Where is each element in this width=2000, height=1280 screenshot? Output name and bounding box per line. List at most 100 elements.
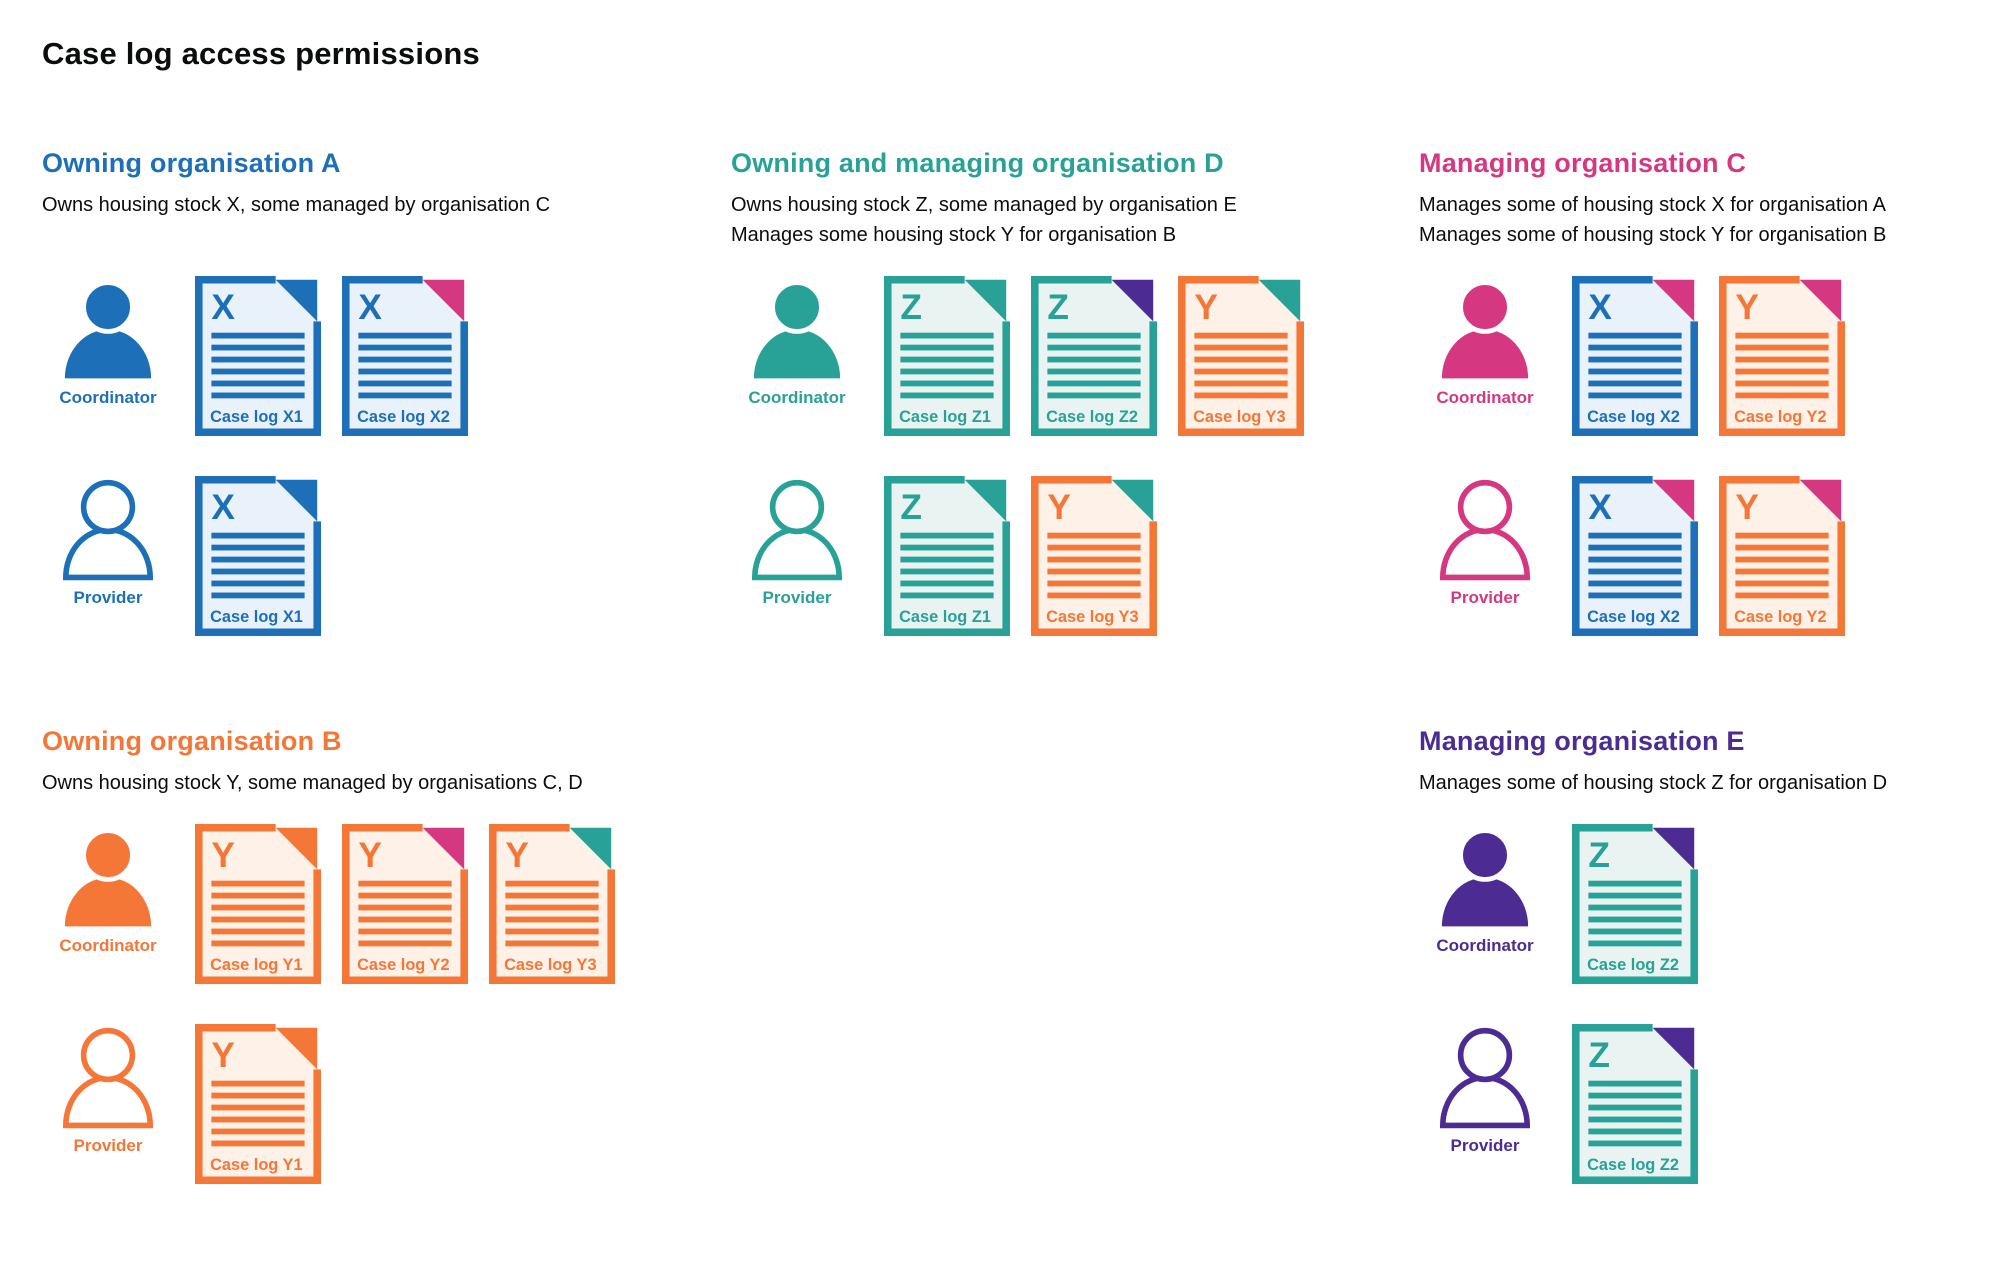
doc-text-lines: [211, 1080, 305, 1147]
provider-person: Provider: [1419, 1024, 1551, 1156]
doc-case-log-z1: Z Case log Z1: [884, 476, 1010, 636]
role-label: Provider: [1450, 588, 1520, 607]
doc-letter: Y: [1735, 288, 1759, 327]
doc-letter: Y: [1735, 488, 1759, 527]
doc-case-log-z1: Z Case log Z1: [884, 276, 1010, 436]
doc-letter: Z: [1588, 1036, 1610, 1075]
doc-text-lines: [358, 332, 452, 399]
doc-label: Case log X2: [1587, 408, 1680, 426]
doc-letter: X: [211, 488, 235, 527]
doc-text-lines: [1194, 332, 1288, 399]
provider-person: Provider: [42, 1024, 174, 1156]
section-description: Owns housing stock X, some managed by or…: [42, 190, 731, 250]
role-label: Provider: [73, 588, 143, 607]
doc-fold-corner-icon: [1652, 479, 1695, 522]
coordinator-row: Coordinator Z Case log Z2: [1419, 824, 1958, 1024]
role-label: Provider: [73, 1136, 143, 1155]
coordinator-row: Coordinator X Case log X1 X Case log X2: [42, 276, 731, 476]
section-description: Manages some of housing stock Z for orga…: [1419, 768, 1958, 798]
doc-letter: Y: [358, 836, 382, 875]
doc-fold-corner-icon: [422, 279, 465, 322]
doc-label: Case log X1: [210, 608, 303, 626]
doc-fold-corner-icon: [1111, 479, 1154, 522]
section-description: Owns housing stock Z, some managed by or…: [731, 190, 1419, 250]
doc-border: [1572, 1024, 1698, 1184]
section-heading-org-a: Owning organisation A: [42, 148, 341, 178]
doc-text-lines: [1588, 880, 1682, 947]
doc-border: [342, 276, 468, 436]
section-description: Owns housing stock Y, some managed by or…: [42, 768, 731, 798]
doc-text-lines: [1047, 532, 1141, 599]
role-label: Coordinator: [1436, 936, 1534, 955]
section-description-line: Owns housing stock X, some managed by or…: [42, 194, 551, 216]
provider-icon: [62, 1027, 154, 1129]
doc-text-lines: [900, 532, 994, 599]
coordinator-person: Coordinator: [731, 276, 863, 408]
doc-text-lines: [1588, 1080, 1682, 1147]
doc-label: Case log X2: [1587, 608, 1680, 626]
organisation-grid: Owning organisation A Owns housing stock …: [42, 146, 1958, 1224]
section-description-line: Manages some housing stock Y for organis…: [731, 224, 1177, 246]
doc-label: Case log Y3: [504, 956, 596, 974]
doc-border: [489, 824, 615, 984]
doc-label: Case log Y1: [210, 1156, 302, 1174]
doc-case-log-z2: Z Case log Z2: [1031, 276, 1157, 436]
page-title: Case log access permissions: [42, 36, 480, 71]
section-org-e: Managing organisation E Manages some of h…: [1419, 724, 1958, 1224]
section-description-line: Manages some of housing stock Z for orga…: [1419, 772, 1888, 794]
doc-text-lines: [211, 532, 305, 599]
doc-letter: Z: [900, 288, 922, 327]
doc-label: Case log Y1: [210, 956, 302, 974]
doc-letter: Y: [211, 1036, 235, 1075]
doc-border: [884, 476, 1010, 636]
provider-row: Provider Z Case log Z2: [1419, 1024, 1958, 1224]
provider-person: Provider: [42, 476, 174, 608]
doc-fold-corner-icon: [1799, 479, 1842, 522]
doc-label: Case log X1: [210, 408, 303, 426]
doc-border: [1572, 476, 1698, 636]
doc-text-lines: [1735, 332, 1829, 399]
doc-text-lines: [1588, 332, 1682, 399]
doc-fold-corner-icon: [275, 279, 318, 322]
doc-case-log-x2: X Case log X2: [1572, 276, 1698, 436]
doc-border: [1572, 276, 1698, 436]
doc-border: [195, 1024, 321, 1184]
doc-case-log-x1: X Case log X1: [195, 476, 321, 636]
provider-row: Provider X Case log X1: [42, 476, 731, 676]
doc-letter: Z: [1588, 836, 1610, 875]
doc-label: Case log Z1: [899, 608, 991, 626]
doc-letter: Y: [505, 836, 529, 875]
doc-border: [884, 276, 1010, 436]
doc-case-log-y3: Y Case log Y3: [489, 824, 615, 984]
doc-fold-corner-icon: [569, 827, 612, 870]
doc-letter: X: [1588, 488, 1612, 527]
provider-person: Provider: [1419, 476, 1551, 608]
doc-border: [1719, 276, 1845, 436]
doc-case-log-y3: Y Case log Y3: [1178, 276, 1304, 436]
doc-label: Case log Z1: [899, 408, 991, 426]
section-org-b: Owning organisation B Owns housing stock …: [42, 724, 731, 1224]
coordinator-person: Coordinator: [42, 276, 174, 408]
doc-letter: Y: [211, 836, 235, 875]
doc-case-log-y1: Y Case log Y1: [195, 824, 321, 984]
section-org-a: Owning organisation A Owns housing stock …: [42, 146, 731, 676]
role-label: Provider: [762, 588, 832, 607]
section-description-line: Owns housing stock Y, some managed by or…: [42, 772, 583, 794]
role-label: Coordinator: [748, 388, 846, 407]
section-heading-org-d: Owning and managing organisation D: [731, 148, 1224, 178]
coordinator-row: Coordinator Y Case log Y1 Y Case log Y2 Y Case…: [42, 824, 731, 1024]
coordinator-icon: [753, 280, 841, 379]
doc-text-lines: [1588, 532, 1682, 599]
doc-case-log-x2: X Case log X2: [342, 276, 468, 436]
role-label: Coordinator: [1436, 388, 1534, 407]
role-label: Provider: [1450, 1136, 1520, 1155]
doc-letter: X: [1588, 288, 1612, 327]
doc-text-lines: [1735, 532, 1829, 599]
doc-label: Case log Z2: [1046, 408, 1138, 426]
doc-border: [342, 824, 468, 984]
doc-label: Case log Z2: [1587, 956, 1679, 974]
role-label: Coordinator: [59, 388, 157, 407]
doc-case-log-y2: Y Case log Y2: [342, 824, 468, 984]
doc-fold-corner-icon: [964, 279, 1007, 322]
section-org-c: Managing organisation C Manages some of h…: [1419, 146, 1958, 676]
